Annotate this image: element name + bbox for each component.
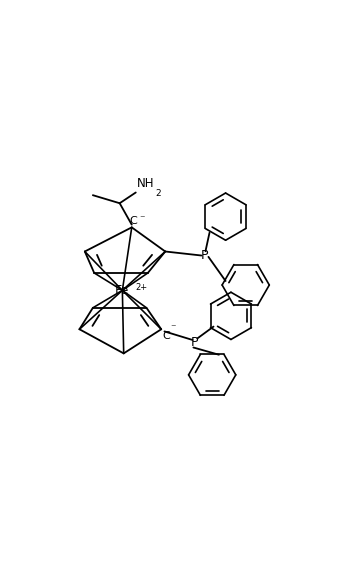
Text: P: P — [191, 336, 199, 349]
Text: 2+: 2+ — [136, 283, 148, 292]
Text: Fe: Fe — [115, 284, 129, 297]
Text: C: C — [163, 331, 170, 340]
Text: C: C — [129, 216, 137, 227]
Text: ⁻: ⁻ — [170, 323, 175, 333]
Text: P: P — [200, 249, 208, 262]
Text: ⁻: ⁻ — [139, 214, 145, 224]
Text: NH: NH — [137, 177, 155, 190]
Text: 2: 2 — [155, 189, 161, 198]
